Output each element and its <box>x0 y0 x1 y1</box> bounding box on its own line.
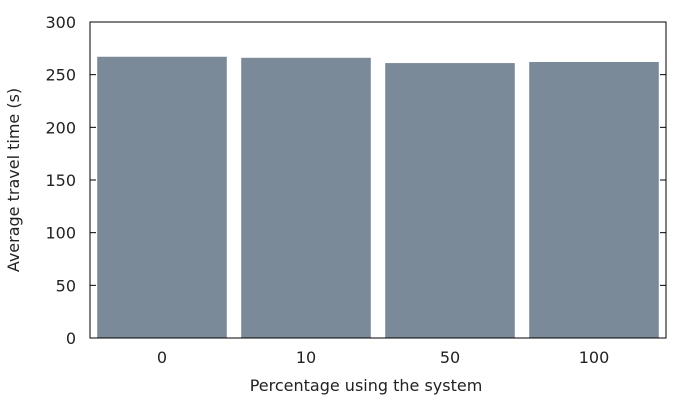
bar-50 <box>385 63 515 339</box>
x-tick-label: 100 <box>579 348 610 367</box>
x-tick-label: 0 <box>157 348 167 367</box>
y-axis: 0 50 100 150 200 250 300 <box>45 13 666 348</box>
y-tick-label: 0 <box>66 329 76 348</box>
bar-10 <box>241 57 371 339</box>
plot-frame <box>89 21 667 339</box>
x-axis: 0 10 50 100 <box>157 348 609 367</box>
bar-100 <box>529 62 659 338</box>
y-axis-label: Average travel time (s) <box>4 88 23 272</box>
x-tick-label: 50 <box>440 348 460 367</box>
bar-0 <box>97 56 227 338</box>
y-tick-label: 100 <box>45 224 76 243</box>
x-tick-label: 10 <box>296 348 316 367</box>
y-tick-label: 50 <box>56 276 76 295</box>
x-axis-label: Percentage using the system <box>250 376 483 395</box>
y-tick-label: 300 <box>45 13 76 32</box>
y-tick-label: 250 <box>45 66 76 85</box>
plot-area <box>97 56 659 339</box>
y-tick-label: 200 <box>45 118 76 137</box>
y-tick-label: 150 <box>45 171 76 190</box>
